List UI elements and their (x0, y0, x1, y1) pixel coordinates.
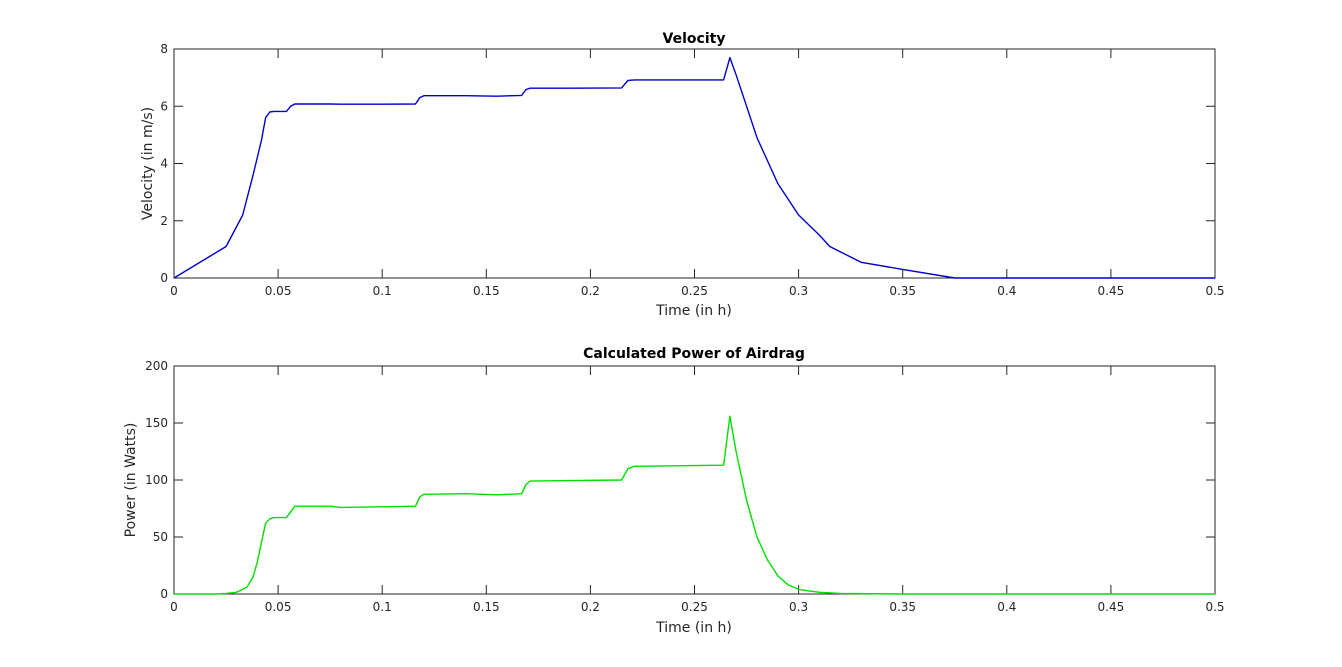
velocity-plot-frame (173, 48, 1216, 279)
power-plot-title: Calculated Power of Airdrag (583, 346, 805, 362)
power-plot-x-tick-label: 0.2 (581, 600, 600, 614)
power-plot-x-tick-label: 0.1 (373, 600, 392, 614)
velocity-plot-x-tick-label: 0.25 (681, 284, 708, 298)
power-plot-y-tick-label: 100 (145, 473, 168, 487)
velocity-plot-x-tick-label: 0.4 (997, 284, 1016, 298)
velocity-plot-y-tick-label: 4 (160, 157, 168, 171)
velocity-plot-x-tick-label: 0.35 (889, 284, 916, 298)
power-plot-y-tick-label: 200 (145, 359, 168, 373)
velocity-plot-y-tick-label: 2 (160, 214, 168, 228)
power-plot-x-tick-label: 0.25 (681, 600, 708, 614)
power-plot-frame (173, 365, 1216, 595)
velocity-plot-x-tick-label: 0.05 (265, 284, 292, 298)
velocity-plot-x-tick-label: 0.1 (373, 284, 392, 298)
power-plot: Calculated Power of Airdrag 0 0.05 0.1 0.15… (123, 346, 1225, 636)
power-plot-x-tick-label: 0.45 (1098, 600, 1125, 614)
velocity-plot-y-label: Velocity (in m/s) (140, 107, 156, 220)
velocity-plot-series-line (173, 56, 1215, 279)
velocity-plot-x-tick-label: 0 (170, 284, 178, 298)
velocity-plot: Velocity 0 0.05 0.1 0.15 0.2 0.25 0.3 0.35 0.4 0.… (140, 31, 1225, 319)
velocity-plot-x-tick-label: 0.15 (473, 284, 500, 298)
power-plot-x-label: Time (in h) (655, 620, 732, 636)
velocity-plot-x-tick-label: 0.45 (1098, 284, 1125, 298)
power-plot-lines (174, 415, 1215, 595)
velocity-plot-title: Velocity (663, 31, 726, 47)
power-plot-x-tick-label: 0 (170, 600, 178, 614)
power-plot-x-tick-label: 0.35 (889, 600, 916, 614)
power-plot-y-tick-label: 150 (145, 416, 168, 430)
power-plot-y-tick-label: 50 (153, 530, 168, 544)
velocity-plot-lines (173, 56, 1215, 279)
velocity-plot-y-tick-label: 0 (160, 271, 168, 285)
power-plot-y-tick-label: 0 (160, 587, 168, 601)
power-plot-x-tick-label: 0.4 (997, 600, 1016, 614)
power-plot-x-ticks: 0 0.05 0.1 0.15 0.2 0.25 0.3 0.35 0.4 0.45 0.5 (170, 366, 1225, 614)
power-plot-series-line (174, 415, 1215, 595)
power-plot-y-label: Power (in Watts) (123, 423, 139, 538)
velocity-plot-x-label: Time (in h) (655, 303, 732, 319)
power-plot-x-tick-label: 0.05 (265, 600, 292, 614)
power-plot-x-tick-label: 0.5 (1205, 600, 1224, 614)
velocity-plot-y-tick-label: 6 (160, 99, 168, 113)
power-plot-y-ticks: 0 50 100 150 200 (145, 359, 1215, 601)
power-plot-x-tick-label: 0.15 (473, 600, 500, 614)
velocity-plot-x-ticks: 0 0.05 0.1 0.15 0.2 0.25 0.3 0.35 0.4 0.45 0.5 (170, 49, 1225, 298)
velocity-plot-y-tick-label: 8 (160, 42, 168, 56)
velocity-plot-x-tick-label: 0.3 (789, 284, 808, 298)
velocity-plot-x-tick-label: 0.5 (1205, 284, 1224, 298)
velocity-plot-x-tick-label: 0.2 (581, 284, 600, 298)
power-plot-x-tick-label: 0.3 (789, 600, 808, 614)
